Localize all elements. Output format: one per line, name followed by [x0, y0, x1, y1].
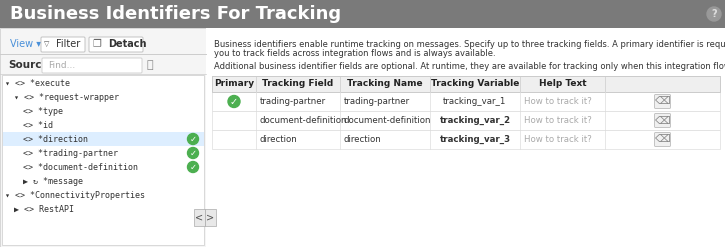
- FancyBboxPatch shape: [41, 37, 85, 52]
- Text: Tracking Name: Tracking Name: [347, 80, 423, 88]
- Text: Find...: Find...: [48, 61, 75, 69]
- Text: ▶ ↻ *message: ▶ ↻ *message: [23, 177, 83, 185]
- Text: trading-partner: trading-partner: [344, 97, 410, 106]
- Text: ?: ?: [711, 9, 717, 19]
- Circle shape: [707, 7, 721, 21]
- Text: View ▾: View ▾: [10, 39, 41, 49]
- Text: <> *document-definition: <> *document-definition: [23, 163, 138, 171]
- Bar: [3, 132, 204, 146]
- Text: tracking_var_1: tracking_var_1: [443, 97, 507, 106]
- Text: Tracking Variable: Tracking Variable: [431, 80, 519, 88]
- Text: Help Text: Help Text: [539, 80, 587, 88]
- Text: ⌕: ⌕: [146, 60, 153, 70]
- Circle shape: [188, 162, 199, 172]
- Bar: [0, 0, 725, 28]
- Text: document-definition: document-definition: [260, 116, 347, 125]
- Bar: [212, 130, 720, 149]
- FancyBboxPatch shape: [89, 37, 143, 52]
- Text: ⌫: ⌫: [655, 116, 671, 125]
- Bar: [212, 76, 720, 92]
- Text: Business identifiers enable runtime tracking on messages. Specify up to three tr: Business identifiers enable runtime trac…: [214, 40, 725, 49]
- Text: ▾ <> *request-wrapper: ▾ <> *request-wrapper: [14, 92, 119, 102]
- Text: ▽: ▽: [44, 41, 50, 47]
- Text: ▾ <> *execute: ▾ <> *execute: [5, 79, 70, 87]
- Text: Additional business identifier fields are optional. At runtime, they are availab: Additional business identifier fields ar…: [214, 62, 725, 71]
- Text: How to track it?: How to track it?: [524, 116, 592, 125]
- Circle shape: [188, 147, 199, 159]
- Text: ▶ <> RestAPI: ▶ <> RestAPI: [14, 205, 74, 213]
- Text: <> *type: <> *type: [23, 106, 63, 116]
- FancyBboxPatch shape: [655, 95, 671, 108]
- Text: <> *direction: <> *direction: [23, 135, 88, 144]
- Text: you to track fields across integration flows and is always available.: you to track fields across integration f…: [214, 49, 496, 58]
- Text: Business Identifiers For Tracking: Business Identifiers For Tracking: [10, 5, 341, 23]
- Text: ❐: ❐: [93, 39, 102, 49]
- Text: direction: direction: [344, 135, 382, 144]
- Text: Tracking Field: Tracking Field: [262, 80, 334, 88]
- Bar: [2, 75, 204, 245]
- FancyBboxPatch shape: [655, 114, 671, 127]
- Text: ✓: ✓: [189, 135, 196, 144]
- Text: <: <: [195, 212, 203, 222]
- Text: ✓: ✓: [230, 97, 238, 106]
- Text: tracking_var_2: tracking_var_2: [439, 116, 510, 125]
- Bar: [212, 76, 720, 92]
- Text: Primary: Primary: [214, 80, 254, 88]
- Text: >: >: [206, 212, 214, 222]
- Text: Filter: Filter: [56, 39, 80, 49]
- Bar: [205, 209, 216, 226]
- Text: How to track it?: How to track it?: [524, 97, 592, 106]
- Text: <> *id: <> *id: [23, 121, 53, 129]
- Text: ⌫: ⌫: [655, 97, 671, 106]
- Text: Source: Source: [8, 60, 49, 70]
- Bar: [0, 28, 206, 247]
- Text: trading-partner: trading-partner: [260, 97, 326, 106]
- Circle shape: [188, 133, 199, 144]
- Bar: [212, 92, 720, 111]
- Text: <> *trading-partner: <> *trading-partner: [23, 148, 118, 158]
- Text: direction: direction: [260, 135, 298, 144]
- Text: tracking_var_3: tracking_var_3: [439, 135, 510, 144]
- Text: document-definition: document-definition: [344, 116, 431, 125]
- Text: How to track it?: How to track it?: [524, 135, 592, 144]
- FancyBboxPatch shape: [655, 132, 671, 146]
- Text: ⌫: ⌫: [655, 135, 671, 144]
- Bar: [206, 28, 725, 247]
- Circle shape: [228, 96, 240, 107]
- Bar: [212, 111, 720, 130]
- Text: ✓: ✓: [189, 148, 196, 158]
- Bar: [194, 209, 205, 226]
- Text: ▾ <> *ConnectivityProperties: ▾ <> *ConnectivityProperties: [5, 190, 145, 200]
- Text: Detach: Detach: [108, 39, 146, 49]
- FancyBboxPatch shape: [42, 58, 142, 73]
- Text: ✓: ✓: [189, 163, 196, 171]
